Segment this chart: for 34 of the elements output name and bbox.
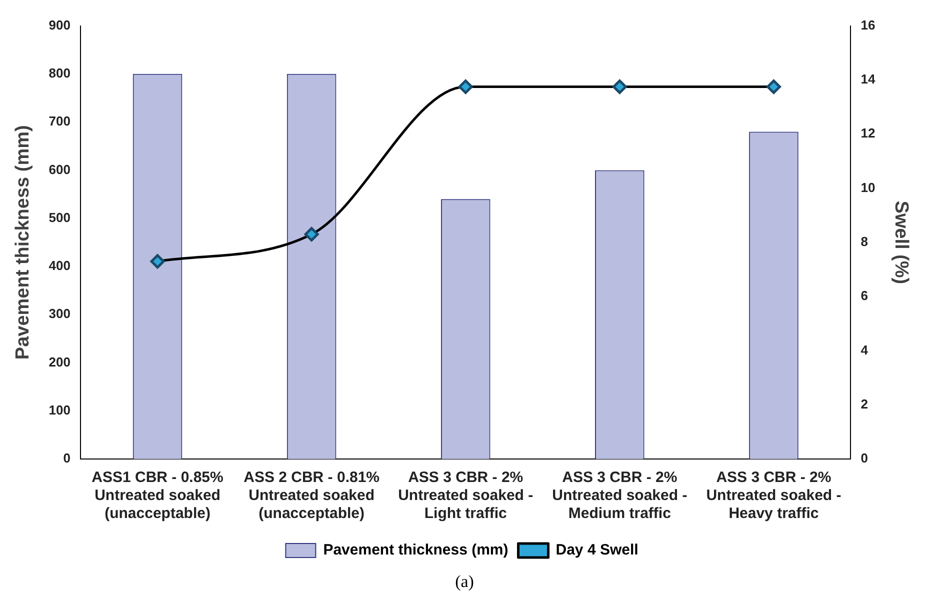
x-tick-label: ASS 3 CBR - 2% Untreated soaked - Light traffic xyxy=(398,469,534,522)
y2-tick-label: 10 xyxy=(860,180,876,195)
y-tick-label: 300 xyxy=(48,306,70,322)
y-tick-label: 500 xyxy=(48,210,70,225)
y2-tick-label: 16 xyxy=(860,17,876,32)
legend-label: Day 4 Swell xyxy=(556,542,638,559)
y2-tick-label: 4 xyxy=(860,342,869,358)
y-tick-label: 100 xyxy=(48,402,70,418)
y2-tick-label: 14 xyxy=(860,72,876,87)
y2-axis-title: Swell (%) xyxy=(890,200,912,284)
y-tick-label: 0 xyxy=(63,450,70,466)
point xyxy=(766,79,781,94)
legend-label: Pavement thickness (mm) xyxy=(323,542,508,559)
y2-tick-label: 12 xyxy=(860,126,876,141)
y2-tick-label: 8 xyxy=(860,234,868,249)
y-tick-label: 900 xyxy=(48,17,70,32)
y2-tick-label: 0 xyxy=(860,450,868,466)
y2-tick-label: 6 xyxy=(860,288,868,304)
y-tick-label: 400 xyxy=(48,258,70,274)
y-tick-label: 800 xyxy=(48,66,70,81)
point xyxy=(458,79,473,94)
x-tick-label: ASS 2 CBR - 0.81% Untreated soaked (unacceptable) xyxy=(244,469,380,522)
y-axis-title: Pavement thickness (mm) xyxy=(12,125,34,360)
y2-tick-label: 2 xyxy=(860,396,868,412)
y-tick-label: 700 xyxy=(48,114,70,129)
x-tick-label: ASS 3 CBR - 2% Untreated soaked - Heavy traffic xyxy=(706,469,842,522)
y-tick-label: 600 xyxy=(48,162,70,177)
y-tick-label: 200 xyxy=(48,354,70,370)
point xyxy=(612,79,627,94)
x-tick-label: ASS 3 CBR - 2% Untreated soaked - Medium traffic xyxy=(552,469,688,522)
point xyxy=(304,227,319,242)
point xyxy=(150,254,165,269)
text: (a) xyxy=(454,572,475,592)
x-tick-label: ASS1 CBR - 0.85% Untreated soaked (unacceptable) xyxy=(92,469,224,522)
